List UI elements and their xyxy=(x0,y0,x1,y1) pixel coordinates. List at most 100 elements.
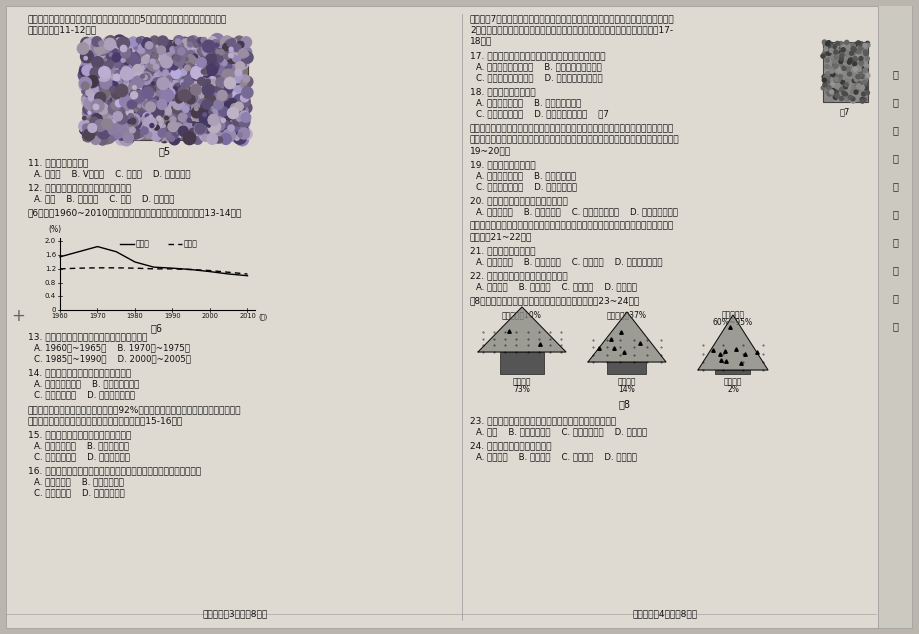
Circle shape xyxy=(220,105,232,118)
Circle shape xyxy=(80,63,90,74)
Circle shape xyxy=(84,130,91,138)
Circle shape xyxy=(216,77,225,87)
Circle shape xyxy=(108,103,121,115)
Circle shape xyxy=(222,121,229,127)
Text: 装: 装 xyxy=(891,125,897,135)
Circle shape xyxy=(193,135,202,145)
Circle shape xyxy=(197,128,207,138)
Circle shape xyxy=(98,41,103,46)
Circle shape xyxy=(159,95,166,101)
Circle shape xyxy=(150,102,156,109)
Text: C. 1985年~1990年    D. 2000年~2005年: C. 1985年~1990年 D. 2000年~2005年 xyxy=(34,354,191,363)
Circle shape xyxy=(120,61,129,68)
Circle shape xyxy=(181,69,187,75)
Circle shape xyxy=(230,51,243,63)
Circle shape xyxy=(165,128,172,134)
Circle shape xyxy=(143,124,148,129)
Circle shape xyxy=(135,130,142,138)
Circle shape xyxy=(237,116,249,127)
Circle shape xyxy=(130,129,141,139)
Circle shape xyxy=(144,70,150,75)
Circle shape xyxy=(180,79,189,88)
Circle shape xyxy=(221,57,232,68)
Circle shape xyxy=(107,95,117,106)
Text: 地理试卷第3页（兲8页）: 地理试卷第3页（兲8页） xyxy=(202,609,267,618)
Circle shape xyxy=(114,127,124,137)
Circle shape xyxy=(240,98,244,103)
Circle shape xyxy=(91,113,102,124)
Circle shape xyxy=(826,41,830,44)
Circle shape xyxy=(192,49,203,60)
Circle shape xyxy=(186,51,196,60)
Circle shape xyxy=(99,47,108,55)
Circle shape xyxy=(822,75,825,79)
Circle shape xyxy=(195,83,201,89)
Circle shape xyxy=(178,87,187,95)
Circle shape xyxy=(135,124,146,134)
Circle shape xyxy=(210,61,219,71)
Circle shape xyxy=(194,124,200,129)
Circle shape xyxy=(191,54,198,60)
Circle shape xyxy=(85,46,93,54)
Circle shape xyxy=(199,40,201,43)
Circle shape xyxy=(864,55,868,58)
Circle shape xyxy=(134,63,142,70)
Circle shape xyxy=(822,51,825,56)
Circle shape xyxy=(223,46,231,53)
Circle shape xyxy=(97,70,108,81)
Circle shape xyxy=(219,93,225,100)
Circle shape xyxy=(176,119,183,125)
Circle shape xyxy=(218,64,222,68)
Circle shape xyxy=(185,55,195,65)
Circle shape xyxy=(209,77,216,84)
Circle shape xyxy=(101,122,104,125)
Circle shape xyxy=(843,85,846,89)
Circle shape xyxy=(158,137,162,141)
Circle shape xyxy=(210,79,217,86)
Circle shape xyxy=(109,105,118,113)
Circle shape xyxy=(169,79,172,82)
Circle shape xyxy=(176,97,184,105)
Circle shape xyxy=(858,74,862,78)
Circle shape xyxy=(191,81,199,89)
Circle shape xyxy=(81,37,92,49)
Text: (年): (年) xyxy=(257,313,267,320)
Circle shape xyxy=(173,125,185,137)
Circle shape xyxy=(208,81,215,87)
Circle shape xyxy=(850,43,854,47)
Circle shape xyxy=(152,116,163,127)
Circle shape xyxy=(233,39,236,42)
Circle shape xyxy=(844,84,847,89)
Circle shape xyxy=(142,74,150,81)
Circle shape xyxy=(186,58,198,69)
Circle shape xyxy=(863,74,867,79)
Circle shape xyxy=(117,37,130,49)
Circle shape xyxy=(834,90,837,94)
Circle shape xyxy=(834,41,838,46)
Circle shape xyxy=(841,56,845,60)
Circle shape xyxy=(159,87,164,93)
Circle shape xyxy=(145,42,153,49)
Circle shape xyxy=(227,98,235,106)
Circle shape xyxy=(195,107,198,110)
Circle shape xyxy=(237,77,243,82)
Circle shape xyxy=(222,61,226,66)
Circle shape xyxy=(239,86,250,98)
Text: 图7: 图7 xyxy=(839,107,849,116)
Circle shape xyxy=(214,43,219,47)
Circle shape xyxy=(127,44,130,48)
Circle shape xyxy=(86,74,90,78)
Circle shape xyxy=(159,72,171,84)
Circle shape xyxy=(129,37,138,46)
Circle shape xyxy=(144,86,148,90)
Text: 森林覆盖率10%: 森林覆盖率10% xyxy=(502,310,541,319)
Circle shape xyxy=(845,79,848,82)
Circle shape xyxy=(185,133,193,142)
Bar xyxy=(83,40,248,140)
Circle shape xyxy=(183,111,193,121)
Circle shape xyxy=(209,41,213,46)
Circle shape xyxy=(206,68,213,75)
Circle shape xyxy=(228,53,233,58)
Circle shape xyxy=(104,91,112,101)
Circle shape xyxy=(201,118,213,130)
